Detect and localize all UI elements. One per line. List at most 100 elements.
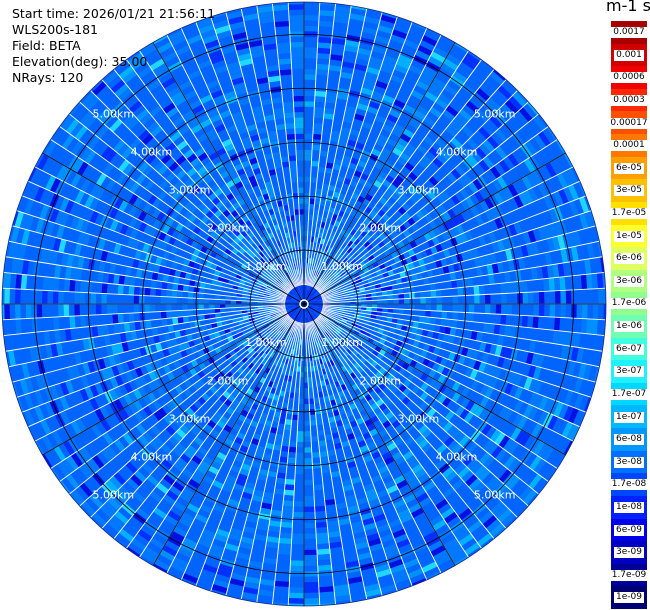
range-bin [304,9,320,16]
range-bin [520,244,529,258]
range-bin [329,54,344,62]
range-bin [470,205,480,217]
range-bin [528,304,534,317]
range-bin [457,176,469,188]
range-bin [597,241,603,258]
range-bin [304,14,320,21]
range-bin [592,288,599,304]
range-bin [386,44,402,55]
range-bin [425,304,432,311]
range-bin [317,304,324,307]
range-bin [396,156,408,167]
range-bin [326,240,332,247]
range-bin [329,260,335,267]
range-bin [504,79,518,92]
range-bin [304,219,309,226]
ray [306,90,529,302]
range-bin [512,234,521,248]
range-bin [463,259,471,270]
range-bin [499,346,508,358]
range-bin [523,158,536,173]
range-bin [354,275,362,281]
range-bin [428,210,438,220]
range-bin [402,147,414,158]
range-bin [374,236,382,245]
ray [304,3,352,301]
range-bin [524,122,538,138]
range-bin [288,592,304,599]
range-bin [402,264,410,272]
range-bin [339,229,347,236]
range-bin [400,276,408,284]
range-bin [461,278,469,288]
range-bin [306,241,311,248]
ray [307,272,606,304]
range-bin [529,137,542,153]
range-bin [421,271,429,279]
range-bin [442,349,451,360]
range-bin [451,96,466,109]
range-bin [492,69,507,82]
range-bin [403,189,414,199]
range-bin [374,161,384,171]
range-bin [465,196,475,209]
range-bin [577,181,586,197]
range-bin [423,135,436,147]
range-bin [319,289,325,294]
range-bin [565,290,572,304]
range-bin [350,235,357,243]
range-bin [354,254,361,262]
range-bin [458,61,474,75]
range-bin [317,300,324,303]
range-bin [493,89,509,104]
range-bin [573,393,585,410]
range-bin [324,107,335,115]
range-bin [309,198,316,205]
range-bin [432,102,446,114]
range-bin [336,316,343,321]
range-bin [495,304,502,315]
range-bin [338,293,345,297]
range-bin [418,100,433,112]
range-bin [360,297,367,302]
range-bin [375,175,386,184]
range-bin [488,364,497,377]
range-bin [458,161,470,173]
range-bin [426,330,434,339]
range-bin [321,275,327,281]
range-bin [468,312,475,322]
range-bin [388,304,394,309]
range-bin [400,324,408,332]
range-bin [292,511,304,518]
range-bin [541,146,555,163]
range-bin [437,348,446,358]
range-bin [436,296,443,304]
range-bin [586,273,593,290]
range-bin [304,458,313,464]
range-bin [341,318,348,323]
range-bin [322,123,333,131]
range-bin [470,216,480,229]
range-bin [544,162,557,178]
range-bin [313,117,324,124]
range-bin [349,180,358,188]
range-bin [320,281,326,287]
range-bin [551,357,561,372]
range-bin [346,282,353,288]
range-bin [449,183,460,195]
range-bin [332,279,339,285]
range-bin [501,293,507,304]
range-bin [370,50,385,60]
range-bin [507,153,520,168]
range-bin [345,144,355,153]
range-bin [416,272,424,280]
range-bin [523,203,534,218]
range-bin [420,70,436,82]
range-bin [390,279,397,286]
range-bin [562,233,571,249]
range-bin [468,239,477,250]
range-bin [311,269,315,276]
range-bin [346,226,353,234]
range-bin [440,34,455,45]
range-bin [543,383,554,398]
